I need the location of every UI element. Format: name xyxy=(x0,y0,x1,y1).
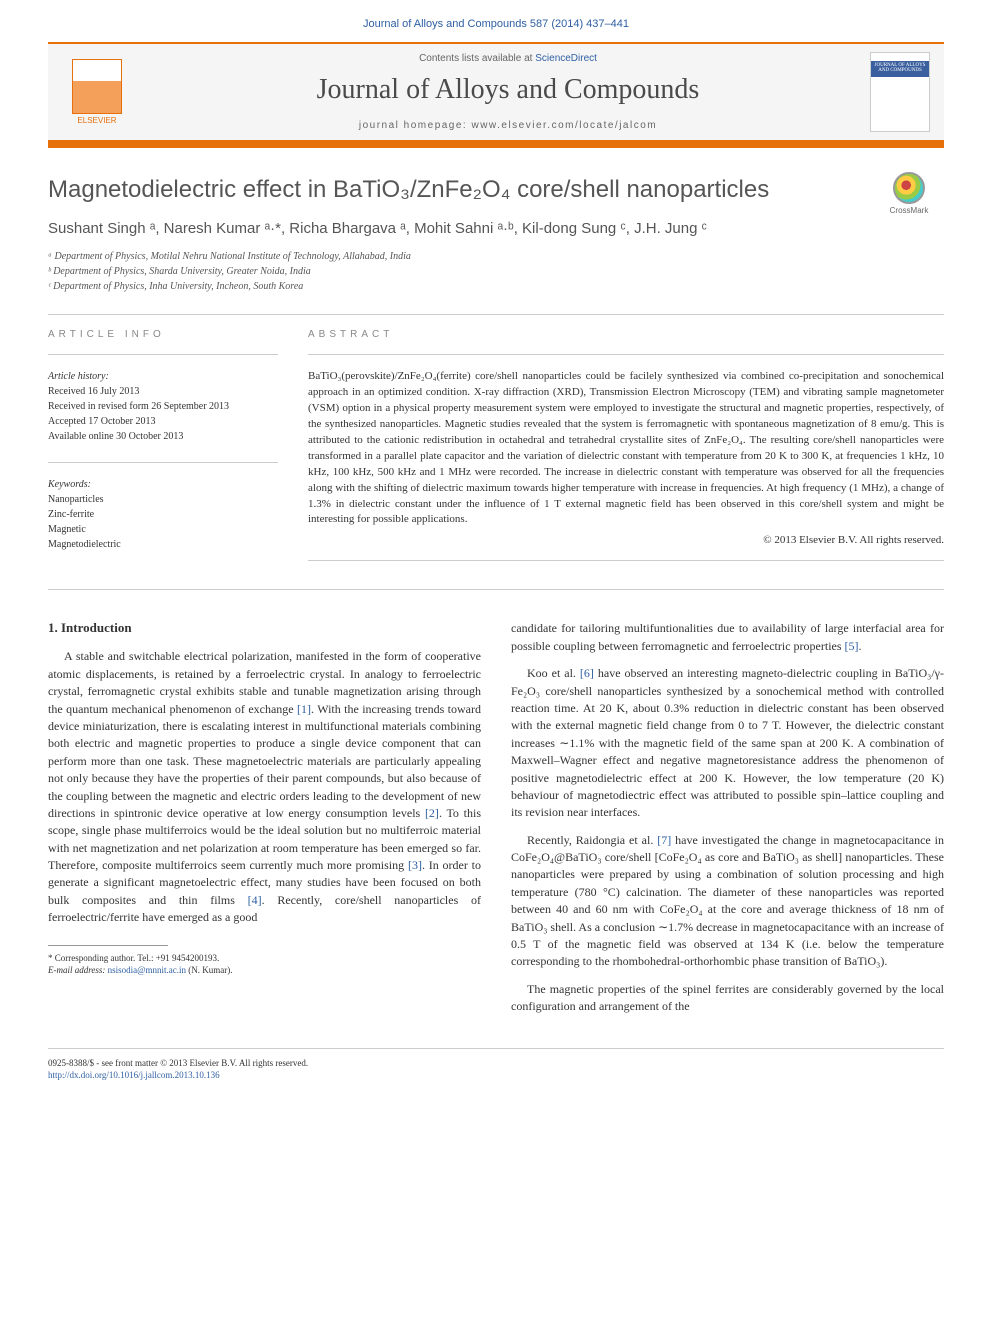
abstract-column: ABSTRACT BaTiO₃(perovskite)/ZnFe₂O₄(ferr… xyxy=(308,329,944,575)
footnote-email-label: E-mail address: xyxy=(48,965,108,975)
affiliation-c: ᶜ Department of Physics, Inha University… xyxy=(48,279,944,294)
authors-list: Sushant Singh ᵃ, Naresh Kumar ᵃ·*, Richa… xyxy=(48,220,944,237)
footer-doi-link[interactable]: http://dx.doi.org/10.1016/j.jallcom.2013… xyxy=(48,1070,220,1080)
elsevier-label: ELSEVIER xyxy=(77,116,116,125)
divider xyxy=(48,462,278,463)
corresponding-author-footnote: * Corresponding author. Tel.: +91 945420… xyxy=(48,952,481,977)
divider xyxy=(48,354,278,355)
elsevier-tree-icon xyxy=(72,59,122,114)
section-heading-intro: 1. Introduction xyxy=(48,620,481,636)
crossmark-badge[interactable]: CrossMark xyxy=(874,172,944,215)
divider xyxy=(308,560,944,561)
abstract-text: BaTiO₃(perovskite)/ZnFe₂O₄(ferrite) core… xyxy=(308,369,944,528)
crossmark-label: CrossMark xyxy=(874,206,944,215)
cover-thumb-title: JOURNAL OF ALLOYS AND COMPOUNDS xyxy=(873,63,927,73)
header-citation: Journal of Alloys and Compounds 587 (201… xyxy=(0,0,992,42)
footer-copyright: 0925-8388/$ - see front matter © 2013 El… xyxy=(48,1057,944,1070)
masthead-center: Contents lists available at ScienceDirec… xyxy=(146,53,870,131)
crossmark-icon xyxy=(893,172,925,204)
affiliations: ᵃ Department of Physics, Motilal Nehru N… xyxy=(48,249,944,294)
body-paragraph: candidate for tailoring multifuntionalit… xyxy=(511,620,944,655)
contents-lists: Contents lists available at ScienceDirec… xyxy=(146,53,870,64)
footer-divider xyxy=(48,1048,944,1049)
keyword: Nanoparticles xyxy=(48,492,278,507)
body-paragraph: Recently, Raidongia et al. [7] have inve… xyxy=(511,832,944,971)
divider xyxy=(308,354,944,355)
footnote-corr: * Corresponding author. Tel.: +91 945420… xyxy=(48,952,481,965)
keywords-block: Keywords: Nanoparticles Zinc-ferrite Mag… xyxy=(48,477,278,552)
sciencedirect-link[interactable]: ScienceDirect xyxy=(535,53,597,64)
affiliation-b: ᵇ Department of Physics, Sharda Universi… xyxy=(48,264,944,279)
body-paragraph: Koo et al. [6] have observed an interest… xyxy=(511,665,944,822)
keyword: Magnetodielectric xyxy=(48,537,278,552)
body-column-left: 1. Introduction A stable and switchable … xyxy=(48,620,481,1025)
body-column-right: candidate for tailoring multifuntionalit… xyxy=(511,620,944,1025)
affiliation-a: ᵃ Department of Physics, Motilal Nehru N… xyxy=(48,249,944,264)
keyword: Magnetic xyxy=(48,522,278,537)
contents-prefix: Contents lists available at xyxy=(419,53,535,64)
journal-homepage: journal homepage: www.elsevier.com/locat… xyxy=(146,120,870,131)
history-label: Article history: xyxy=(48,369,278,384)
keyword: Zinc-ferrite xyxy=(48,507,278,522)
footnote-separator xyxy=(48,945,168,946)
history-online: Available online 30 October 2013 xyxy=(48,429,278,444)
journal-cover-thumb[interactable]: JOURNAL OF ALLOYS AND COMPOUNDS xyxy=(870,52,930,132)
journal-name: Journal of Alloys and Compounds xyxy=(146,74,870,106)
divider xyxy=(48,314,944,315)
article-info-label: ARTICLE INFO xyxy=(48,329,278,340)
footer: 0925-8388/$ - see front matter © 2013 El… xyxy=(48,1057,944,1082)
article-info-column: ARTICLE INFO Article history: Received 1… xyxy=(48,329,278,575)
article-title: Magnetodielectric effect in BaTiO₃/ZnFe₂… xyxy=(48,176,944,204)
keywords-label: Keywords: xyxy=(48,477,278,492)
footnote-email-link[interactable]: nsisodia@mnnit.ac.in xyxy=(108,965,186,975)
divider xyxy=(48,589,944,590)
footnote-email-suffix: (N. Kumar). xyxy=(186,965,233,975)
body-paragraph: A stable and switchable electrical polar… xyxy=(48,648,481,926)
masthead: ELSEVIER Contents lists available at Sci… xyxy=(48,44,944,140)
elsevier-logo[interactable]: ELSEVIER xyxy=(62,52,132,132)
body-columns: 1. Introduction A stable and switchable … xyxy=(48,620,944,1025)
divider-orange-bottom xyxy=(48,140,944,148)
abstract-label: ABSTRACT xyxy=(308,329,944,340)
history-accepted: Accepted 17 October 2013 xyxy=(48,414,278,429)
abstract-copyright: © 2013 Elsevier B.V. All rights reserved… xyxy=(308,534,944,546)
body-paragraph: The magnetic properties of the spinel fe… xyxy=(511,981,944,1016)
history-received: Received 16 July 2013 xyxy=(48,384,278,399)
article-history: Article history: Received 16 July 2013 R… xyxy=(48,369,278,444)
history-revised: Received in revised form 26 September 20… xyxy=(48,399,278,414)
